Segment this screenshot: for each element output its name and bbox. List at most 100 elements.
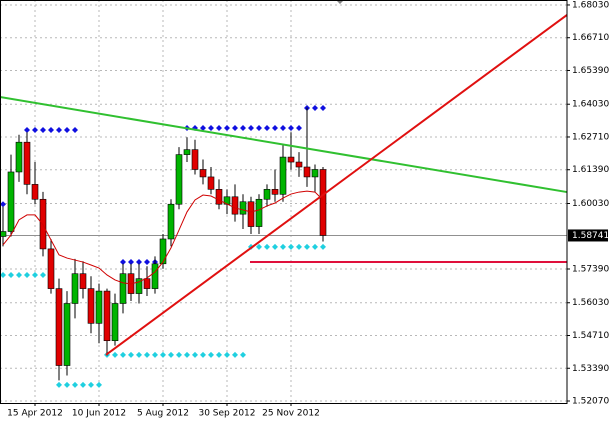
level-dot xyxy=(24,127,30,134)
candle-body xyxy=(231,196,239,215)
candle-body xyxy=(63,303,71,366)
level-dot xyxy=(120,259,126,266)
candle-body xyxy=(319,169,327,236)
x-tick-label: 5 Aug 2012 xyxy=(137,409,189,419)
level-dot xyxy=(264,243,270,250)
candle-body xyxy=(0,231,7,237)
level-dot xyxy=(80,381,86,388)
plot-frame xyxy=(0,0,568,404)
level-dot xyxy=(280,243,286,250)
level-dot xyxy=(280,125,286,132)
level-dot xyxy=(296,243,302,250)
candle-body xyxy=(15,141,23,173)
level-dot xyxy=(216,125,222,132)
level-dot xyxy=(64,381,70,388)
moving-average xyxy=(2,190,324,285)
candle-body xyxy=(199,169,207,178)
y-tick-label: 1.56030 xyxy=(572,298,609,308)
level-dot xyxy=(200,125,206,132)
level-dot xyxy=(272,125,278,132)
level-dot xyxy=(56,381,62,388)
level-dot xyxy=(272,243,278,250)
candle-body xyxy=(159,238,167,265)
trend-line xyxy=(0,96,568,194)
level-dot xyxy=(304,243,310,250)
y-tick-label: 1.62710 xyxy=(572,132,609,142)
candle-body xyxy=(47,248,55,289)
level-dot xyxy=(160,351,166,358)
level-dot xyxy=(16,271,22,278)
candle-body xyxy=(151,263,159,289)
y-tick-label: 1.57390 xyxy=(572,264,609,274)
x-tick-label: 15 Apr 2012 xyxy=(7,409,63,419)
current-price-box xyxy=(568,229,608,242)
level-dot xyxy=(264,125,270,132)
candle-body xyxy=(247,201,255,227)
candle-body xyxy=(143,278,151,289)
x-tick-label: 25 Nov 2012 xyxy=(262,409,320,419)
candle-body xyxy=(95,290,103,324)
candle-body xyxy=(239,201,247,215)
y-tick-label: 1.52070 xyxy=(572,397,609,407)
candle-body xyxy=(207,176,215,190)
level-dot xyxy=(312,243,318,250)
candle-body xyxy=(7,171,15,232)
y-tick-label: 1.61390 xyxy=(572,165,609,175)
candle-body xyxy=(87,288,95,324)
y-tick-label: 1.66710 xyxy=(572,33,609,43)
level-dot xyxy=(208,351,214,358)
level-dot xyxy=(312,104,318,111)
level-dot xyxy=(136,351,142,358)
level-dot xyxy=(8,271,14,278)
level-dot xyxy=(216,351,222,358)
candle-body xyxy=(23,141,31,185)
level-dot xyxy=(96,381,102,388)
candle-body xyxy=(271,189,279,195)
candle-body xyxy=(111,303,119,342)
candle-body xyxy=(287,156,295,163)
candle-body xyxy=(175,154,183,205)
y-tick-label: 1.64030 xyxy=(572,100,609,110)
level-dot xyxy=(208,125,214,132)
level-dot xyxy=(320,243,326,250)
level-dot xyxy=(168,351,174,358)
level-dot xyxy=(0,201,6,208)
level-dot xyxy=(240,351,246,358)
level-dot xyxy=(288,243,294,250)
level-dot xyxy=(144,351,150,358)
candle-body xyxy=(255,198,263,227)
level-dot xyxy=(144,259,150,266)
y-tick-label: 1.54710 xyxy=(572,331,609,341)
y-tick-label: 1.68030 xyxy=(572,0,609,10)
level-dot xyxy=(288,125,294,132)
level-dot xyxy=(40,127,46,134)
level-dot xyxy=(296,125,302,132)
y-tick-label: 1.60030 xyxy=(572,199,609,209)
level-dot xyxy=(224,125,230,132)
level-dot xyxy=(72,381,78,388)
candle-body xyxy=(167,203,175,240)
level-dot xyxy=(72,127,78,134)
level-dot xyxy=(136,259,142,266)
candle-body xyxy=(215,189,223,205)
candle-body xyxy=(303,166,311,178)
level-dot xyxy=(128,351,134,358)
candle-body xyxy=(31,184,39,200)
level-dot xyxy=(128,259,134,266)
level-dot xyxy=(240,125,246,132)
candle-body xyxy=(71,273,79,304)
x-tick-label: 30 Sep 2012 xyxy=(198,409,255,419)
level-dot xyxy=(24,271,30,278)
level-dot xyxy=(56,127,62,134)
level-dot xyxy=(32,127,38,134)
candle-body xyxy=(191,149,199,170)
candle-body xyxy=(55,288,63,366)
level-dot xyxy=(120,351,126,358)
y-tick-label: 1.65390 xyxy=(572,66,609,76)
level-dot xyxy=(200,351,206,358)
level-dot xyxy=(0,271,6,278)
level-dot xyxy=(32,271,38,278)
candle-body xyxy=(79,273,87,289)
